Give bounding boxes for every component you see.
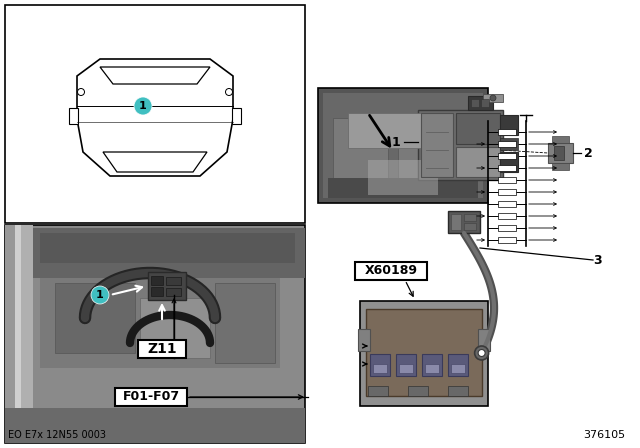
Bar bbox=[498, 177, 516, 183]
Bar bbox=[498, 225, 516, 231]
Bar bbox=[500, 138, 518, 150]
Bar bbox=[422, 354, 442, 376]
Bar bbox=[40, 233, 295, 263]
Bar bbox=[5, 225, 305, 443]
Text: 1: 1 bbox=[96, 290, 104, 300]
Bar bbox=[140, 298, 210, 358]
Bar bbox=[448, 386, 468, 396]
Bar bbox=[498, 213, 516, 219]
Bar bbox=[368, 386, 388, 396]
Bar bbox=[69, 108, 78, 124]
Bar bbox=[33, 228, 305, 278]
Bar bbox=[478, 329, 490, 351]
Bar bbox=[498, 153, 516, 159]
Bar bbox=[333, 118, 388, 183]
Bar bbox=[498, 201, 516, 207]
Bar bbox=[5, 5, 305, 223]
Text: 1: 1 bbox=[392, 135, 401, 148]
Text: F01-F07: F01-F07 bbox=[122, 391, 180, 404]
Bar bbox=[418, 110, 503, 180]
Bar bbox=[421, 113, 453, 177]
Bar bbox=[456, 147, 500, 177]
Bar bbox=[399, 364, 413, 373]
Circle shape bbox=[134, 97, 152, 115]
Bar bbox=[481, 99, 489, 107]
Bar bbox=[552, 136, 569, 143]
Bar bbox=[464, 214, 476, 221]
Bar bbox=[115, 388, 187, 406]
Circle shape bbox=[478, 349, 485, 357]
Bar bbox=[215, 283, 275, 363]
Bar bbox=[370, 354, 390, 376]
Bar bbox=[451, 214, 461, 230]
Bar bbox=[448, 354, 468, 376]
Bar bbox=[138, 340, 186, 358]
Text: 376105: 376105 bbox=[583, 430, 625, 440]
Text: X60189: X60189 bbox=[365, 264, 417, 277]
Bar bbox=[498, 129, 516, 135]
Bar bbox=[318, 88, 488, 203]
Bar bbox=[464, 223, 476, 230]
Bar bbox=[448, 211, 480, 233]
Text: EO E7x 12N55 0003: EO E7x 12N55 0003 bbox=[8, 430, 106, 440]
Bar bbox=[483, 94, 503, 102]
Bar bbox=[5, 408, 305, 443]
Bar bbox=[5, 225, 33, 443]
Circle shape bbox=[225, 89, 232, 95]
Circle shape bbox=[77, 89, 84, 95]
Bar bbox=[548, 143, 573, 163]
Bar bbox=[355, 262, 427, 280]
Text: 2: 2 bbox=[584, 146, 593, 159]
Bar bbox=[408, 386, 428, 396]
Bar bbox=[498, 189, 516, 195]
Circle shape bbox=[490, 95, 496, 101]
Bar bbox=[498, 237, 516, 243]
Bar bbox=[500, 115, 518, 135]
Bar bbox=[398, 118, 453, 183]
Bar bbox=[348, 113, 428, 148]
Bar bbox=[368, 160, 438, 195]
Bar bbox=[425, 364, 439, 373]
Bar bbox=[396, 354, 416, 376]
Bar bbox=[358, 329, 370, 351]
Bar bbox=[166, 288, 181, 296]
Bar bbox=[498, 165, 516, 171]
Bar bbox=[151, 287, 163, 296]
Bar bbox=[148, 272, 186, 300]
Circle shape bbox=[475, 346, 488, 360]
Text: 1: 1 bbox=[139, 101, 147, 111]
Bar bbox=[552, 163, 569, 170]
Bar bbox=[360, 301, 488, 406]
Bar bbox=[498, 141, 516, 147]
Bar bbox=[151, 276, 163, 285]
Bar bbox=[468, 96, 493, 110]
Bar bbox=[328, 178, 478, 198]
Bar bbox=[15, 225, 21, 443]
Bar bbox=[232, 108, 241, 124]
Bar bbox=[554, 146, 564, 160]
Bar bbox=[471, 99, 479, 107]
Bar bbox=[166, 277, 181, 285]
Bar bbox=[451, 364, 465, 373]
Bar bbox=[55, 283, 135, 353]
Bar bbox=[373, 364, 387, 373]
Bar bbox=[366, 309, 482, 396]
Bar bbox=[456, 113, 500, 144]
Text: Z11: Z11 bbox=[147, 342, 177, 356]
Text: 3: 3 bbox=[594, 254, 602, 267]
Bar bbox=[5, 225, 15, 443]
Circle shape bbox=[91, 286, 109, 304]
Bar bbox=[40, 238, 280, 368]
Bar bbox=[500, 152, 518, 172]
Bar bbox=[323, 93, 483, 198]
